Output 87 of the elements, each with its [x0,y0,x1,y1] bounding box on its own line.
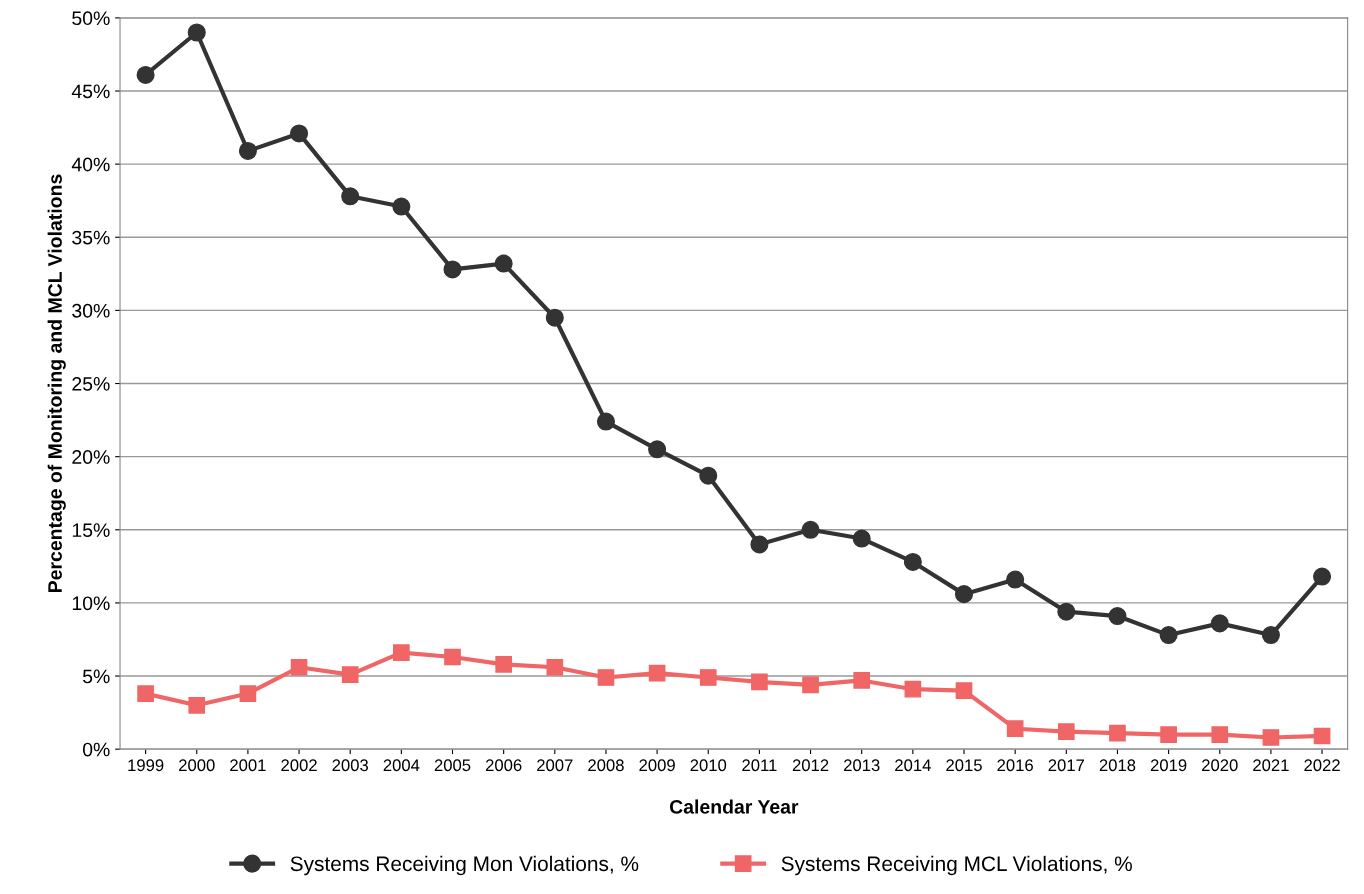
point [1261,626,1280,645]
point [801,520,820,539]
point [699,466,718,485]
point [596,412,615,431]
x-tick-label: 2010 [690,759,727,772]
point [954,585,974,604]
x-tick-label: 2020 [1202,759,1238,772]
point [393,644,410,661]
x-tick-label: 2008 [588,759,624,772]
y-tick-label: 45% [71,84,110,99]
x-tick-label: 1999 [128,759,164,772]
point [1108,607,1127,626]
legend-label: Systems Receiving Mon Violations, % [290,855,639,876]
x-tick-label: 2018 [1099,759,1136,772]
point [495,656,512,673]
x-tick-label: 2009 [639,759,675,772]
point [238,141,257,161]
x-tick-label: 2004 [383,759,420,772]
point [853,672,871,689]
point [444,648,461,666]
point [852,529,871,548]
x-tick-label: 2016 [997,759,1033,772]
x-tick-label: 2005 [434,759,471,772]
point [1109,724,1126,742]
point [546,658,564,676]
x-tick-label: 2006 [485,759,522,772]
x-tick-label: 2013 [844,759,880,772]
point [1057,602,1076,621]
point [239,685,257,702]
x-tick-label: 2007 [537,759,573,772]
x-tick-label: 2012 [792,759,829,772]
x-tick-label: 2000 [179,759,215,772]
point [290,124,309,143]
point [188,696,206,714]
point [136,65,155,84]
point [955,682,973,700]
x-tick-label: 2002 [281,759,317,772]
point [750,535,769,554]
point [802,676,819,694]
y-tick-label: 0% [82,742,110,757]
point [392,197,411,216]
point [1006,570,1025,589]
x-tick-label: 2022 [1304,759,1340,772]
point [1006,720,1024,738]
y-tick-label: 20% [72,450,110,464]
x-tick-label: 2021 [1253,759,1289,772]
x-tick-label: 2001 [230,759,266,772]
x-tick-label: 2011 [742,759,777,772]
point [443,260,462,279]
point [545,308,564,327]
x-tick-label: 2014 [895,759,931,772]
y-tick-label: 50% [72,11,110,26]
point [1160,726,1177,743]
point [1262,729,1280,746]
point [597,669,615,686]
y-tick-label: 40% [71,157,110,172]
point [904,680,922,698]
y-tick-label: 15% [72,523,110,538]
point [494,254,513,273]
x-tick-label: 2017 [1048,759,1085,772]
point [648,440,667,459]
point [341,187,360,206]
x-tick-label: 2015 [946,759,982,772]
point [187,23,206,42]
point [1313,727,1331,745]
x-tick-label: 2003 [332,759,369,772]
legend-label: Systems Receiving MCL Violations, % [781,855,1132,876]
point [751,673,768,691]
point [1057,723,1075,740]
point [1159,626,1178,645]
y-tick-label: 5% [82,669,110,684]
y-tick-label: 30% [72,303,110,318]
x-axis-title: Calendar Year [669,799,799,814]
point [903,552,922,571]
point [137,685,154,702]
point [648,664,666,682]
y-tick-label: 10% [72,596,110,611]
point [290,658,308,676]
point [1210,614,1229,633]
x-tick-label: 2019 [1150,759,1187,772]
y-axis-title: Percentage of Monitoring and MCL Violations [47,174,66,592]
y-tick-label: 25% [72,376,110,391]
point [1211,726,1229,743]
point [699,669,717,686]
point [1313,567,1332,586]
point [341,666,359,683]
y-tick-label: 35% [72,230,110,245]
